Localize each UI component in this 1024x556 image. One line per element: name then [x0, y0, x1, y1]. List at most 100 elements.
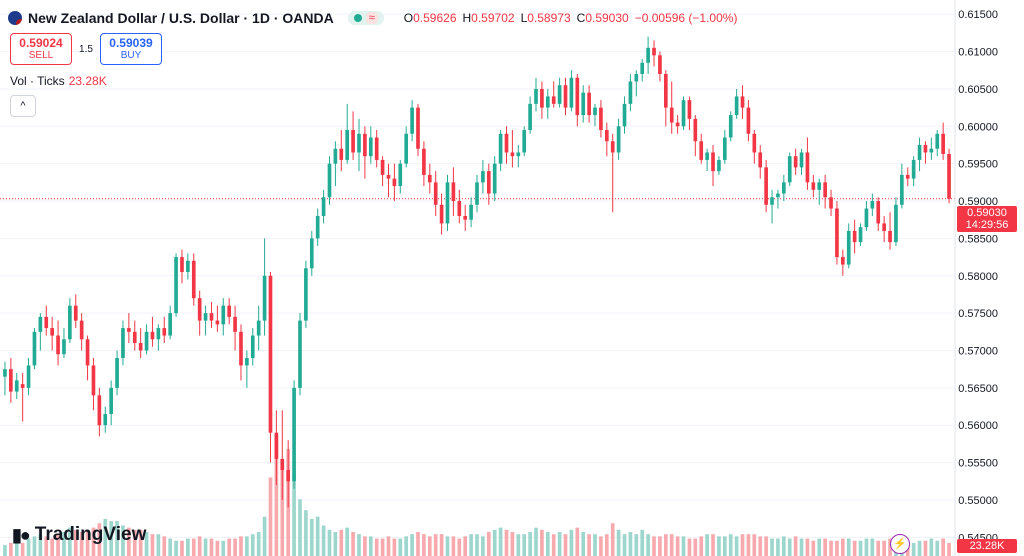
candle-body [73, 305, 78, 321]
candle-body [451, 182, 456, 202]
candle-body [127, 328, 131, 332]
volume-bar [357, 534, 361, 556]
candle-body [911, 159, 916, 179]
volume-bar [929, 538, 934, 556]
candle-body [439, 204, 444, 224]
candle-body [610, 141, 615, 153]
candle-body [280, 458, 285, 471]
y-tick-label: 0.57500 [958, 308, 998, 320]
candle-body [132, 331, 137, 344]
candle-body [782, 182, 786, 194]
volume-bar [475, 534, 479, 556]
volume-bar [870, 538, 875, 556]
candle-body [817, 182, 822, 190]
collapse-legend-button[interactable]: ^ [10, 95, 36, 117]
lightning-icon[interactable]: ⚡ [890, 534, 910, 554]
volume-bar [144, 532, 149, 556]
volume-bar [793, 536, 798, 556]
volume-bar [699, 536, 704, 556]
volume-bar [203, 538, 208, 556]
volume-bar [380, 538, 385, 556]
candle-body [427, 174, 432, 183]
volume-bar [439, 534, 444, 556]
volume-bar [569, 529, 574, 556]
buy-price: 0.59039 [109, 36, 153, 50]
y-tick-label: 0.55000 [958, 495, 998, 507]
candle-body [44, 316, 49, 329]
candle-body [144, 331, 149, 351]
candle-body [545, 96, 550, 108]
volume-bar [882, 540, 886, 556]
volume-bar [599, 536, 603, 556]
candle-body [392, 178, 397, 187]
volume-bar [545, 532, 550, 556]
volume-bar [398, 538, 403, 556]
candle-body [404, 133, 409, 164]
candle-body [469, 204, 473, 220]
candle-body [705, 152, 709, 160]
volume-bar [799, 538, 804, 556]
candle-body [221, 305, 226, 325]
market-status-pill[interactable]: ≈ [347, 11, 384, 25]
chevron-up-icon: ^ [20, 100, 26, 112]
candle-body [581, 92, 586, 116]
candle-body [97, 395, 102, 426]
volume-bar [486, 532, 491, 556]
sell-price: 0.59024 [19, 36, 63, 50]
volume-bar [85, 529, 90, 556]
volume-bar [180, 540, 184, 556]
candle-body [634, 73, 639, 82]
y-tick-label: 0.56500 [958, 383, 998, 395]
candle-body [274, 432, 279, 459]
volume-bar [321, 525, 326, 556]
candle-body [209, 313, 214, 321]
candle-body [498, 133, 503, 164]
low-value: 0.58973 [527, 11, 571, 25]
candle-body [433, 182, 438, 205]
buy-button[interactable]: 0.59039 BUY [100, 33, 162, 65]
candle-body [888, 230, 892, 243]
candle-body [864, 208, 869, 228]
volume-bar [687, 538, 692, 556]
volume-bar [162, 536, 167, 556]
volume-label[interactable]: Vol · Ticks [10, 74, 65, 88]
high-key: H [462, 11, 472, 25]
volume-bar [174, 540, 178, 556]
volume-bar [227, 538, 232, 556]
sell-button[interactable]: 0.59024 SELL [10, 33, 72, 65]
candle-body [268, 275, 273, 433]
symbol-title[interactable]: New Zealand Dollar / U.S. Dollar · 1D · … [28, 10, 334, 26]
tradingview-logo[interactable]: ▮● TradingView [12, 524, 146, 546]
candle-body [640, 62, 645, 74]
volume-bar [616, 529, 621, 556]
volume-bar [864, 538, 869, 556]
volume-bar [262, 516, 267, 556]
candle-body [687, 100, 692, 119]
volume-bar [339, 529, 344, 556]
candle-body [711, 152, 715, 172]
candle-body [528, 103, 532, 131]
candle-body [734, 96, 739, 116]
candle-body [669, 107, 674, 123]
candle-body [333, 148, 338, 164]
logo-text: TradingView [34, 524, 147, 545]
candle-body [858, 227, 863, 243]
candle-body [262, 275, 267, 321]
volume-bar [846, 538, 851, 556]
volume-value: 23.28K [68, 74, 107, 88]
price-axis[interactable]: 0.61500 0.61000 0.60500 0.60000 0.59500 0.590… [958, 9, 998, 544]
candle-body [923, 144, 928, 153]
volume-bar [858, 540, 863, 556]
y-tick-label: 0.59500 [958, 159, 998, 171]
candle-body [829, 197, 833, 209]
volume-bar [445, 536, 450, 556]
candle-body [929, 148, 934, 153]
candle-body [787, 156, 792, 183]
candle-body [846, 230, 851, 265]
volume-bar [127, 527, 131, 556]
volume-bar [782, 536, 786, 556]
volume-bar [640, 529, 645, 556]
volume-bar [752, 534, 757, 556]
candle-body [345, 130, 350, 160]
